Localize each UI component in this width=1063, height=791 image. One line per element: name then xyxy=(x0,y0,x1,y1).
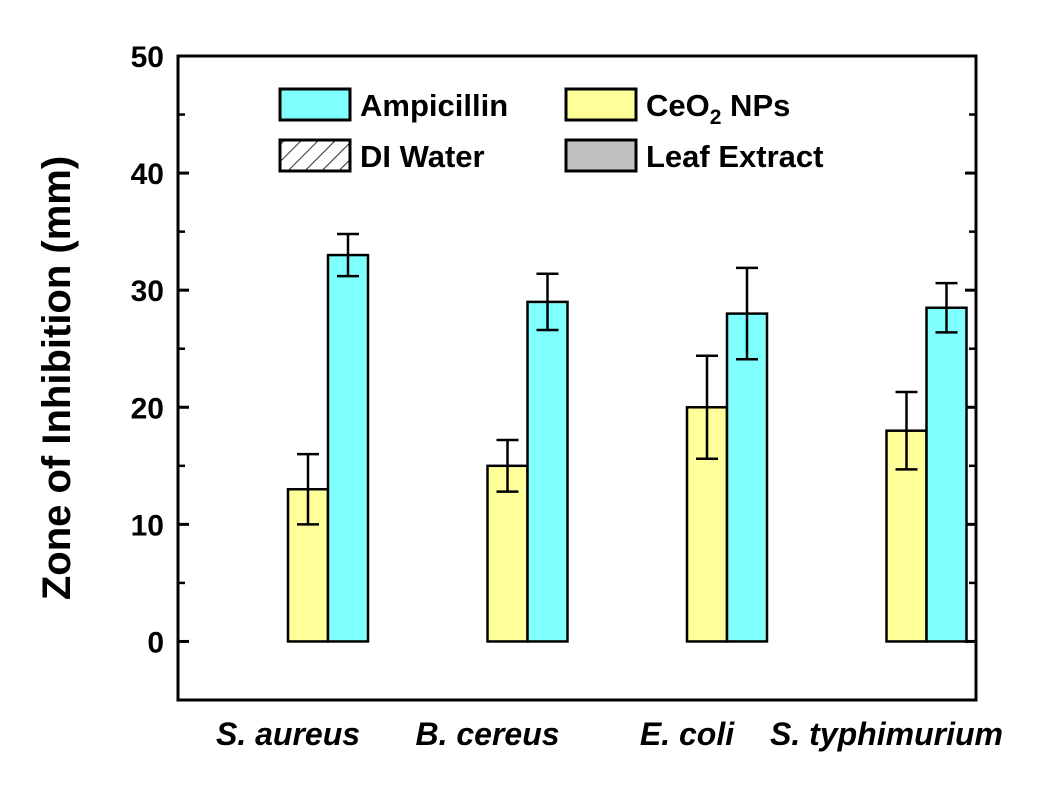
legend-item: DI Water xyxy=(278,138,485,174)
legend-label: Ampicillin xyxy=(360,88,508,123)
bar xyxy=(326,253,370,643)
legend-label: CeO2 NPs xyxy=(646,88,790,129)
x-tick-label: S. aureus xyxy=(216,716,360,752)
bar xyxy=(925,306,968,643)
legend-swatch xyxy=(564,138,638,173)
y-tick-label: 20 xyxy=(131,392,164,425)
legend-swatch xyxy=(564,87,638,122)
legend-item: CeO2 NPs xyxy=(564,87,790,129)
legend-item: Ampicillin xyxy=(278,87,508,123)
y-tick-label: 30 xyxy=(131,275,164,308)
legend-item: Leaf Extract xyxy=(564,138,823,174)
legend-swatch xyxy=(278,87,352,122)
plot-frame xyxy=(176,54,978,702)
legend-swatch xyxy=(278,138,352,173)
bar xyxy=(725,312,769,643)
x-tick-label: E. coli xyxy=(640,716,735,752)
bar xyxy=(526,300,569,643)
legend-label: DI Water xyxy=(360,139,485,174)
x-tick-label: S. typhimurium xyxy=(770,716,1003,752)
y-tick-label: 10 xyxy=(131,509,164,542)
y-axis-title: Zone of Inhibition (mm) xyxy=(35,156,79,600)
x-tick-label: B. cereus xyxy=(415,716,559,752)
y-tick-label: 40 xyxy=(131,158,164,191)
legend-label: Leaf Extract xyxy=(646,139,823,174)
y-tick-label: 0 xyxy=(147,626,164,659)
y-tick-label: 50 xyxy=(131,41,164,74)
